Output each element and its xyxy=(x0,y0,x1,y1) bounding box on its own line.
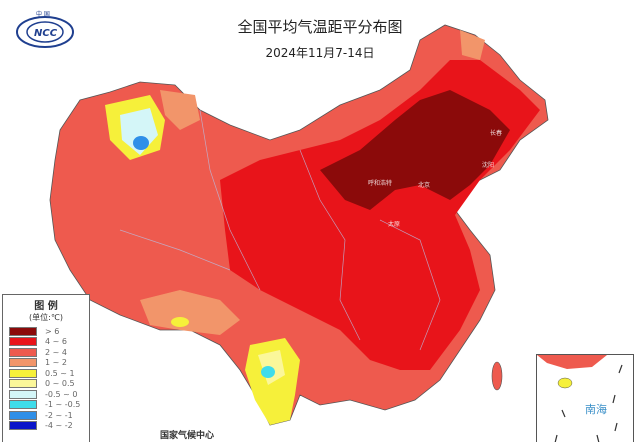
svg-text:中 国: 中 国 xyxy=(36,10,50,18)
legend-swatch xyxy=(9,368,37,378)
province-borders xyxy=(119,109,441,351)
region-above-6 xyxy=(320,90,510,210)
legend-swatch xyxy=(9,389,37,399)
city-label: 北京 xyxy=(418,182,431,189)
legend-swatch xyxy=(9,326,37,336)
legend-item: 0 ~ 0.5 xyxy=(9,379,89,390)
svg-text:NCC: NCC xyxy=(34,28,58,39)
legend-label: 4 ~ 6 xyxy=(45,337,67,347)
legend-swatch xyxy=(9,337,37,347)
legend-swatch xyxy=(9,347,37,357)
map-title: 全国平均气温距平分布图 xyxy=(237,18,403,36)
legend-item: -4 ~ -2 xyxy=(9,421,89,432)
region-cool-yunnan xyxy=(261,366,275,378)
legend-item: -0.5 ~ 0 xyxy=(9,389,89,400)
legend-swatch xyxy=(9,379,37,389)
ncc-logo: NCC 中 国 xyxy=(12,8,78,52)
legend-label: 1 ~ 2 xyxy=(45,358,67,368)
legend-label: -4 ~ -2 xyxy=(45,421,73,431)
city-label: 太原 xyxy=(388,221,401,228)
south-china-sea-inset: 南海 xyxy=(536,354,634,442)
legend-label: -1 ~ -0.5 xyxy=(45,400,81,410)
city-label: 呼和浩特 xyxy=(368,180,393,187)
legend-swatch xyxy=(9,400,37,410)
legend-label: > 6 xyxy=(45,326,60,336)
legend-item: > 6 xyxy=(9,326,89,337)
legend-item: -2 ~ -1 xyxy=(9,410,89,421)
region-cold-xinjiang xyxy=(133,136,149,150)
legend-swatch xyxy=(9,410,37,420)
city-label: 长春 xyxy=(490,130,503,137)
agency-label: 国家气候中心 xyxy=(160,431,215,441)
legend-item: 0.5 ~ 1 xyxy=(9,368,89,379)
legend-unit: (单位:℃) xyxy=(29,313,63,322)
legend-heading: 图 例 xyxy=(34,301,58,312)
legend-item: 4 ~ 6 xyxy=(9,337,89,348)
legend-item: 2 ~ 4 xyxy=(9,347,89,358)
legend-swatch xyxy=(9,358,37,368)
legend-item: 1 ~ 2 xyxy=(9,358,89,369)
legend-swatch xyxy=(9,421,37,431)
inset-label: 南海 xyxy=(585,403,607,416)
taiwan xyxy=(491,361,503,391)
region-1-2-ne xyxy=(460,30,485,60)
legend-label: 0 ~ 0.5 xyxy=(45,379,75,389)
legend-label: 0.5 ~ 1 xyxy=(45,368,75,378)
region-1-2-tibet xyxy=(140,290,240,335)
region-1-2-north xyxy=(160,90,200,130)
legend-label: -2 ~ -1 xyxy=(45,410,73,420)
map-date: 2024年11月7-14日 xyxy=(265,46,375,60)
legend-label: -0.5 ~ 0 xyxy=(45,389,78,399)
legend-label: 2 ~ 4 xyxy=(45,347,67,357)
legend-item: -1 ~ -0.5 xyxy=(9,400,89,411)
city-label: 沈阳 xyxy=(482,162,495,169)
region-0.5-1-tibet xyxy=(171,317,189,327)
